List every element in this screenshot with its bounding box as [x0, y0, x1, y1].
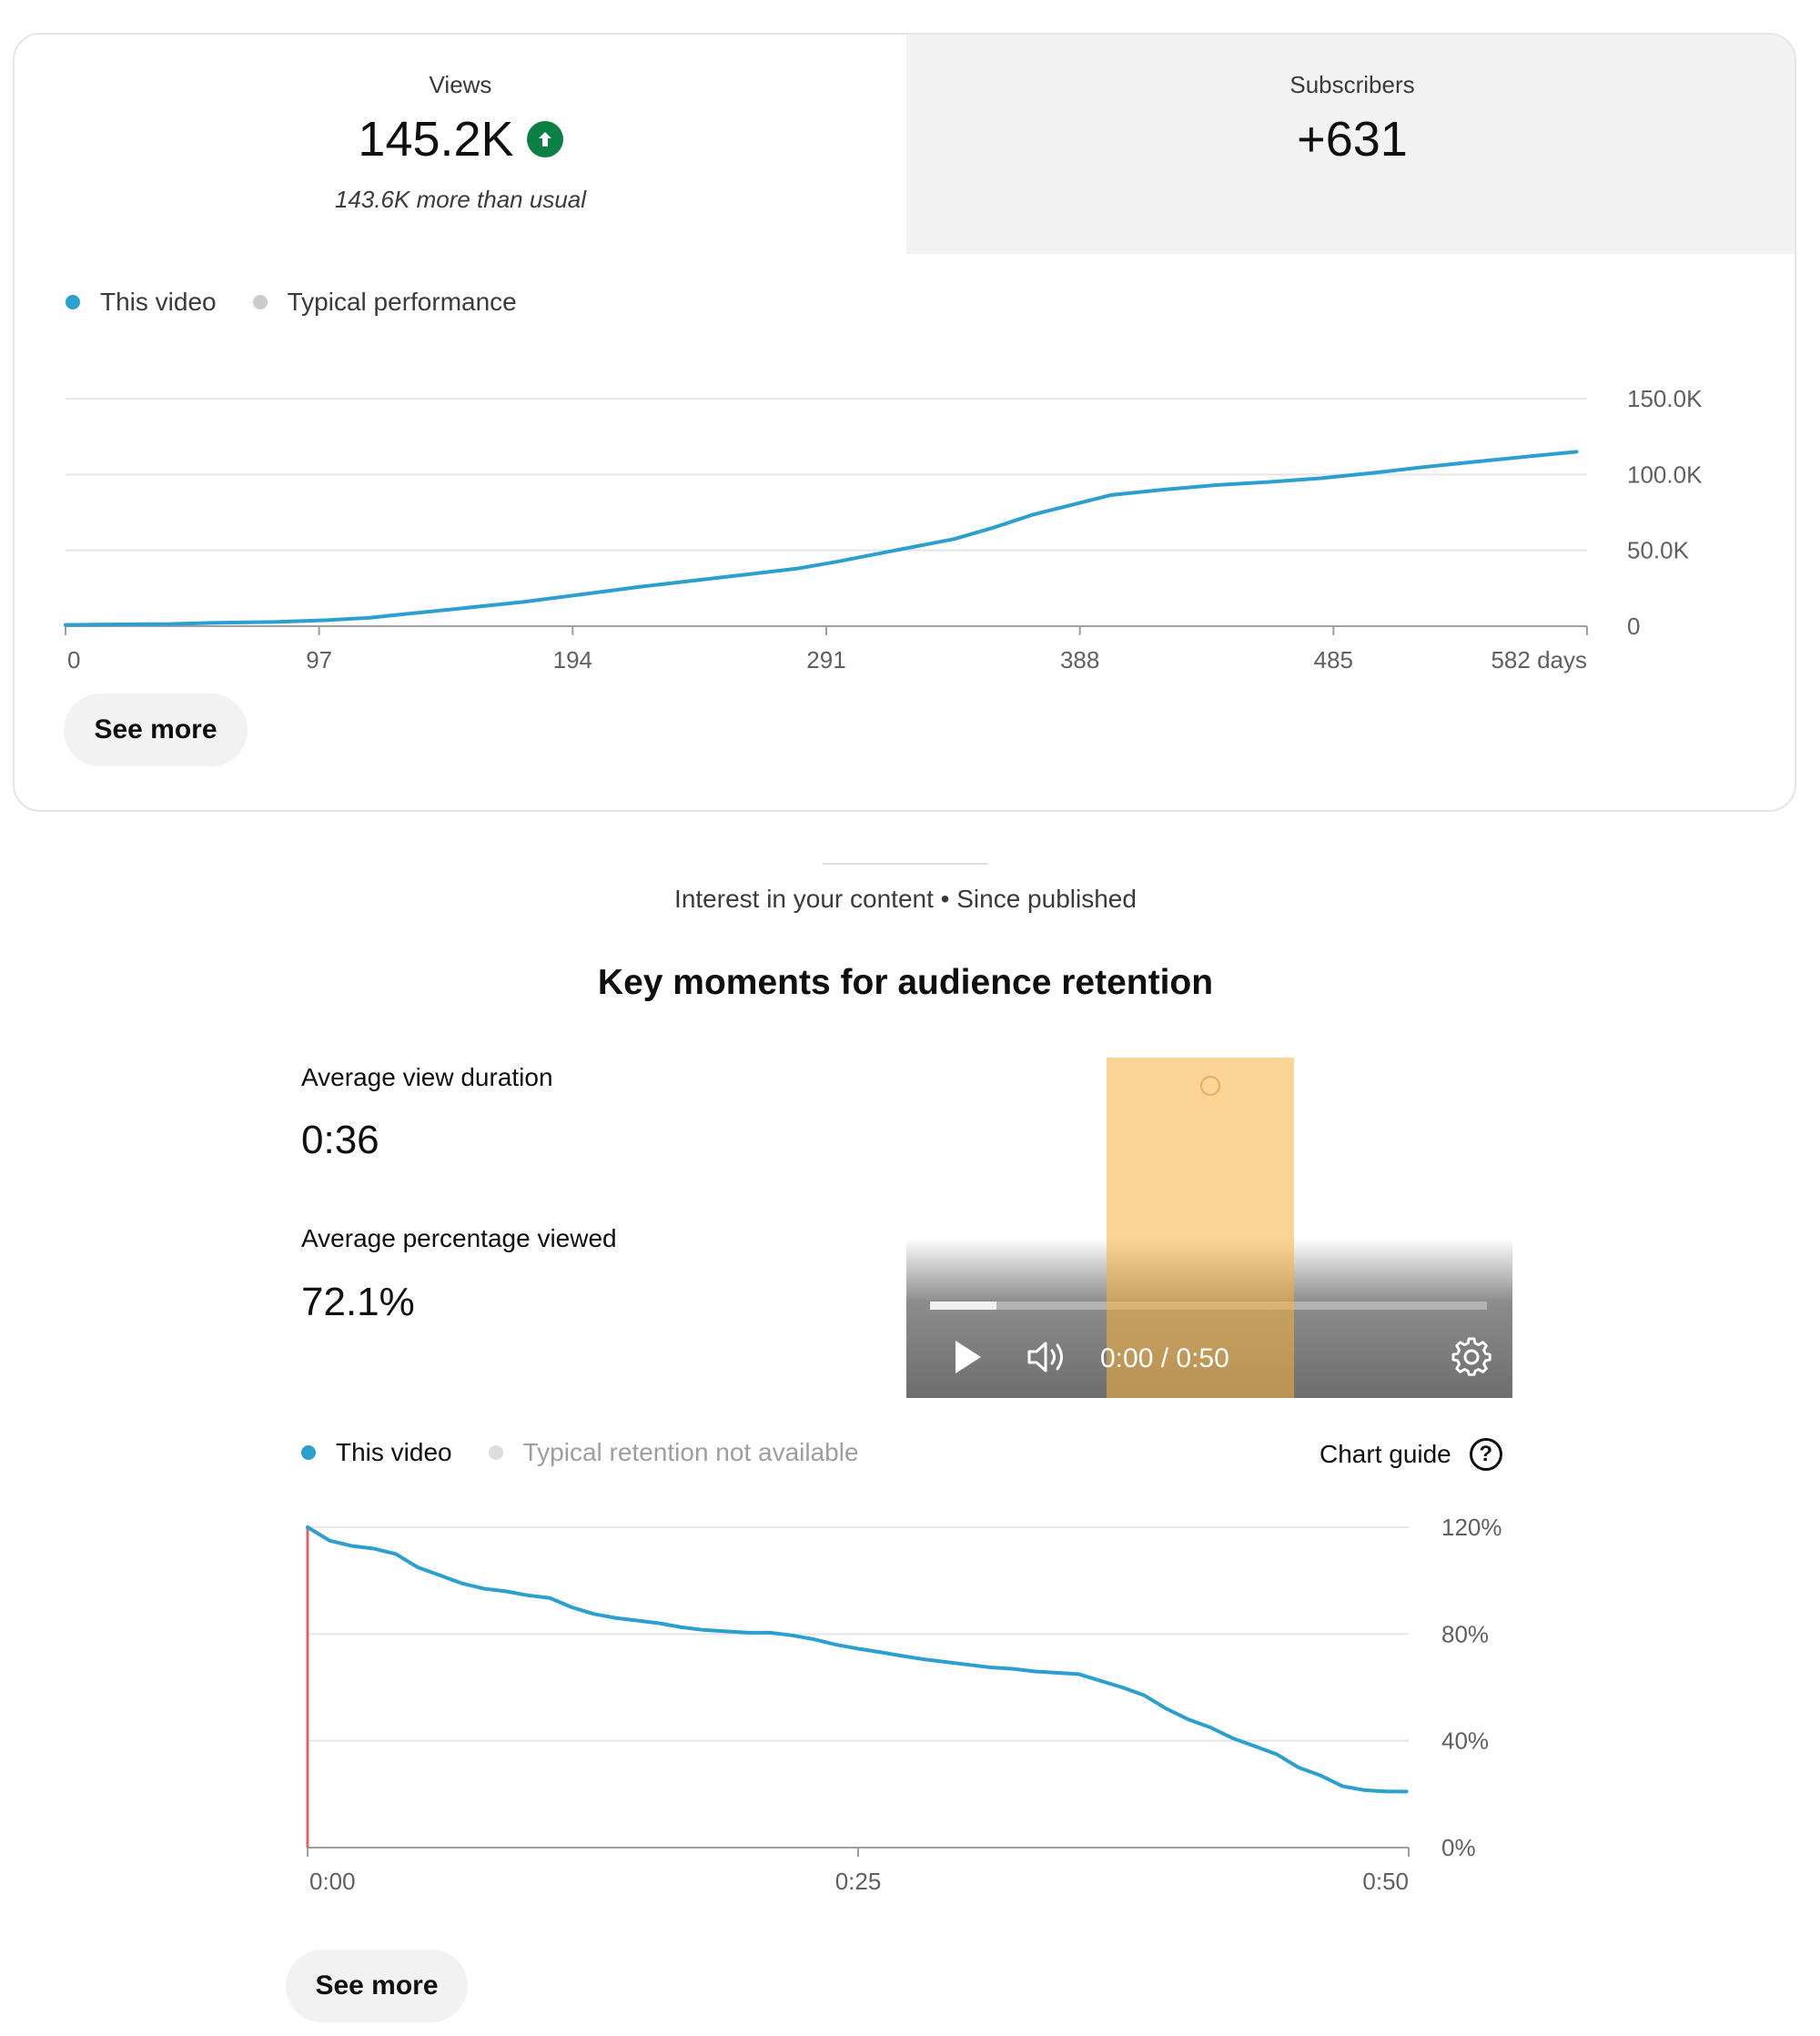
- retention-chart[interactable]: 0% 40% 80% 120% 0:00 0:25 0:50: [0, 1511, 1820, 1911]
- legend-dot-this-video: [301, 1445, 316, 1460]
- x-tick-label: 291: [806, 646, 845, 674]
- section-title: Key moments for audience retention: [597, 963, 1214, 1002]
- legend-this-video[interactable]: This video: [301, 1438, 452, 1467]
- legend-typical-retention: Typical retention not available: [488, 1438, 859, 1467]
- y-tick-label: 40%: [1441, 1727, 1489, 1755]
- y-tick-label: 100.0K: [1627, 461, 1703, 488]
- views-value-row: 145.2K: [15, 111, 906, 167]
- legend-label: Typical performance: [287, 288, 517, 316]
- gear-icon[interactable]: [1449, 1334, 1494, 1380]
- y-tick-label: 0%: [1441, 1834, 1476, 1861]
- key-moment-highlight: [1106, 1058, 1295, 1398]
- legend-dot-typical: [488, 1445, 503, 1460]
- x-tick-label: 0:25: [835, 1868, 882, 1895]
- retention-legend: This video Typical retention not availab…: [301, 1438, 895, 1467]
- x-tick-label: 0:00: [309, 1868, 356, 1895]
- arrow-up-circle-icon: [526, 121, 563, 157]
- section-caption: Interest in your content • Since publish…: [674, 885, 1137, 913]
- subscribers-value-row: +631: [906, 111, 1795, 167]
- video-player[interactable]: 0:00 / 0:50: [906, 1058, 1512, 1398]
- chart-guide-button[interactable]: Chart guide ?: [1320, 1438, 1502, 1471]
- avg-view-duration-value: 0:36: [301, 1118, 379, 1162]
- progress-buffered: [930, 1302, 997, 1310]
- legend-label: This video: [336, 1438, 452, 1466]
- views-label: Views: [429, 71, 492, 98]
- y-tick-label: 50.0K: [1627, 537, 1690, 564]
- play-icon[interactable]: [945, 1334, 990, 1380]
- x-tick-label: 582 days: [1491, 646, 1587, 674]
- section-divider: [823, 863, 988, 865]
- x-tick-label: 0: [67, 646, 80, 674]
- legend-label: This video: [100, 288, 217, 316]
- y-tick-label: 120%: [1441, 1514, 1502, 1541]
- avg-percentage-label: Average percentage viewed: [301, 1224, 617, 1252]
- avg-percentage-value: 72.1%: [301, 1280, 415, 1324]
- retention-see-more-button[interactable]: See more: [286, 1950, 468, 2022]
- views-card: Views 145.2K 143.6K more than usual Subs…: [13, 33, 1796, 812]
- views-value: 145.2K: [358, 112, 514, 167]
- tab-views[interactable]: Views 145.2K 143.6K more than usual: [15, 35, 906, 254]
- y-tick-label: 80%: [1441, 1620, 1489, 1647]
- legend-dot-typical: [252, 295, 268, 309]
- volume-icon[interactable]: [1025, 1334, 1070, 1380]
- avg-view-duration-label: Average view duration: [301, 1063, 553, 1091]
- x-tick-label: 388: [1060, 646, 1099, 674]
- help-circle-icon: ?: [1469, 1438, 1502, 1471]
- x-tick-label: 485: [1314, 646, 1353, 674]
- y-tick-label: 0: [1627, 613, 1640, 640]
- key-moment-marker: [1200, 1076, 1220, 1096]
- series-line-this-video: [306, 1525, 1409, 1794]
- y-tick-label: 150.0K: [1627, 385, 1703, 412]
- legend-dot-this-video: [66, 295, 80, 309]
- views-comparison: 143.6K more than usual: [334, 186, 587, 213]
- series-line-this-video: [64, 450, 1579, 627]
- x-tick-label: 194: [553, 646, 592, 674]
- time-readout: 0:00 / 0:50: [1100, 1343, 1229, 1373]
- views-chart[interactable]: 0 50.0K 100.0K 150.0K 0 97 194 291 388 485 582 day…: [15, 362, 1796, 699]
- tab-subscribers[interactable]: Subscribers +631: [906, 35, 1795, 254]
- legend-this-video[interactable]: This video: [66, 288, 217, 317]
- chart-guide-label: Chart guide: [1320, 1440, 1451, 1468]
- views-legend: This video Typical performance: [66, 288, 553, 317]
- views-see-more-button[interactable]: See more: [64, 694, 248, 766]
- subscribers-label: Subscribers: [1289, 71, 1415, 98]
- x-tick-label: 0:50: [1362, 1868, 1409, 1895]
- legend-label: Typical retention not available: [522, 1438, 859, 1466]
- legend-typical-performance[interactable]: Typical performance: [252, 288, 517, 317]
- subscribers-value: +631: [1297, 112, 1408, 167]
- x-tick-label: 97: [306, 646, 332, 674]
